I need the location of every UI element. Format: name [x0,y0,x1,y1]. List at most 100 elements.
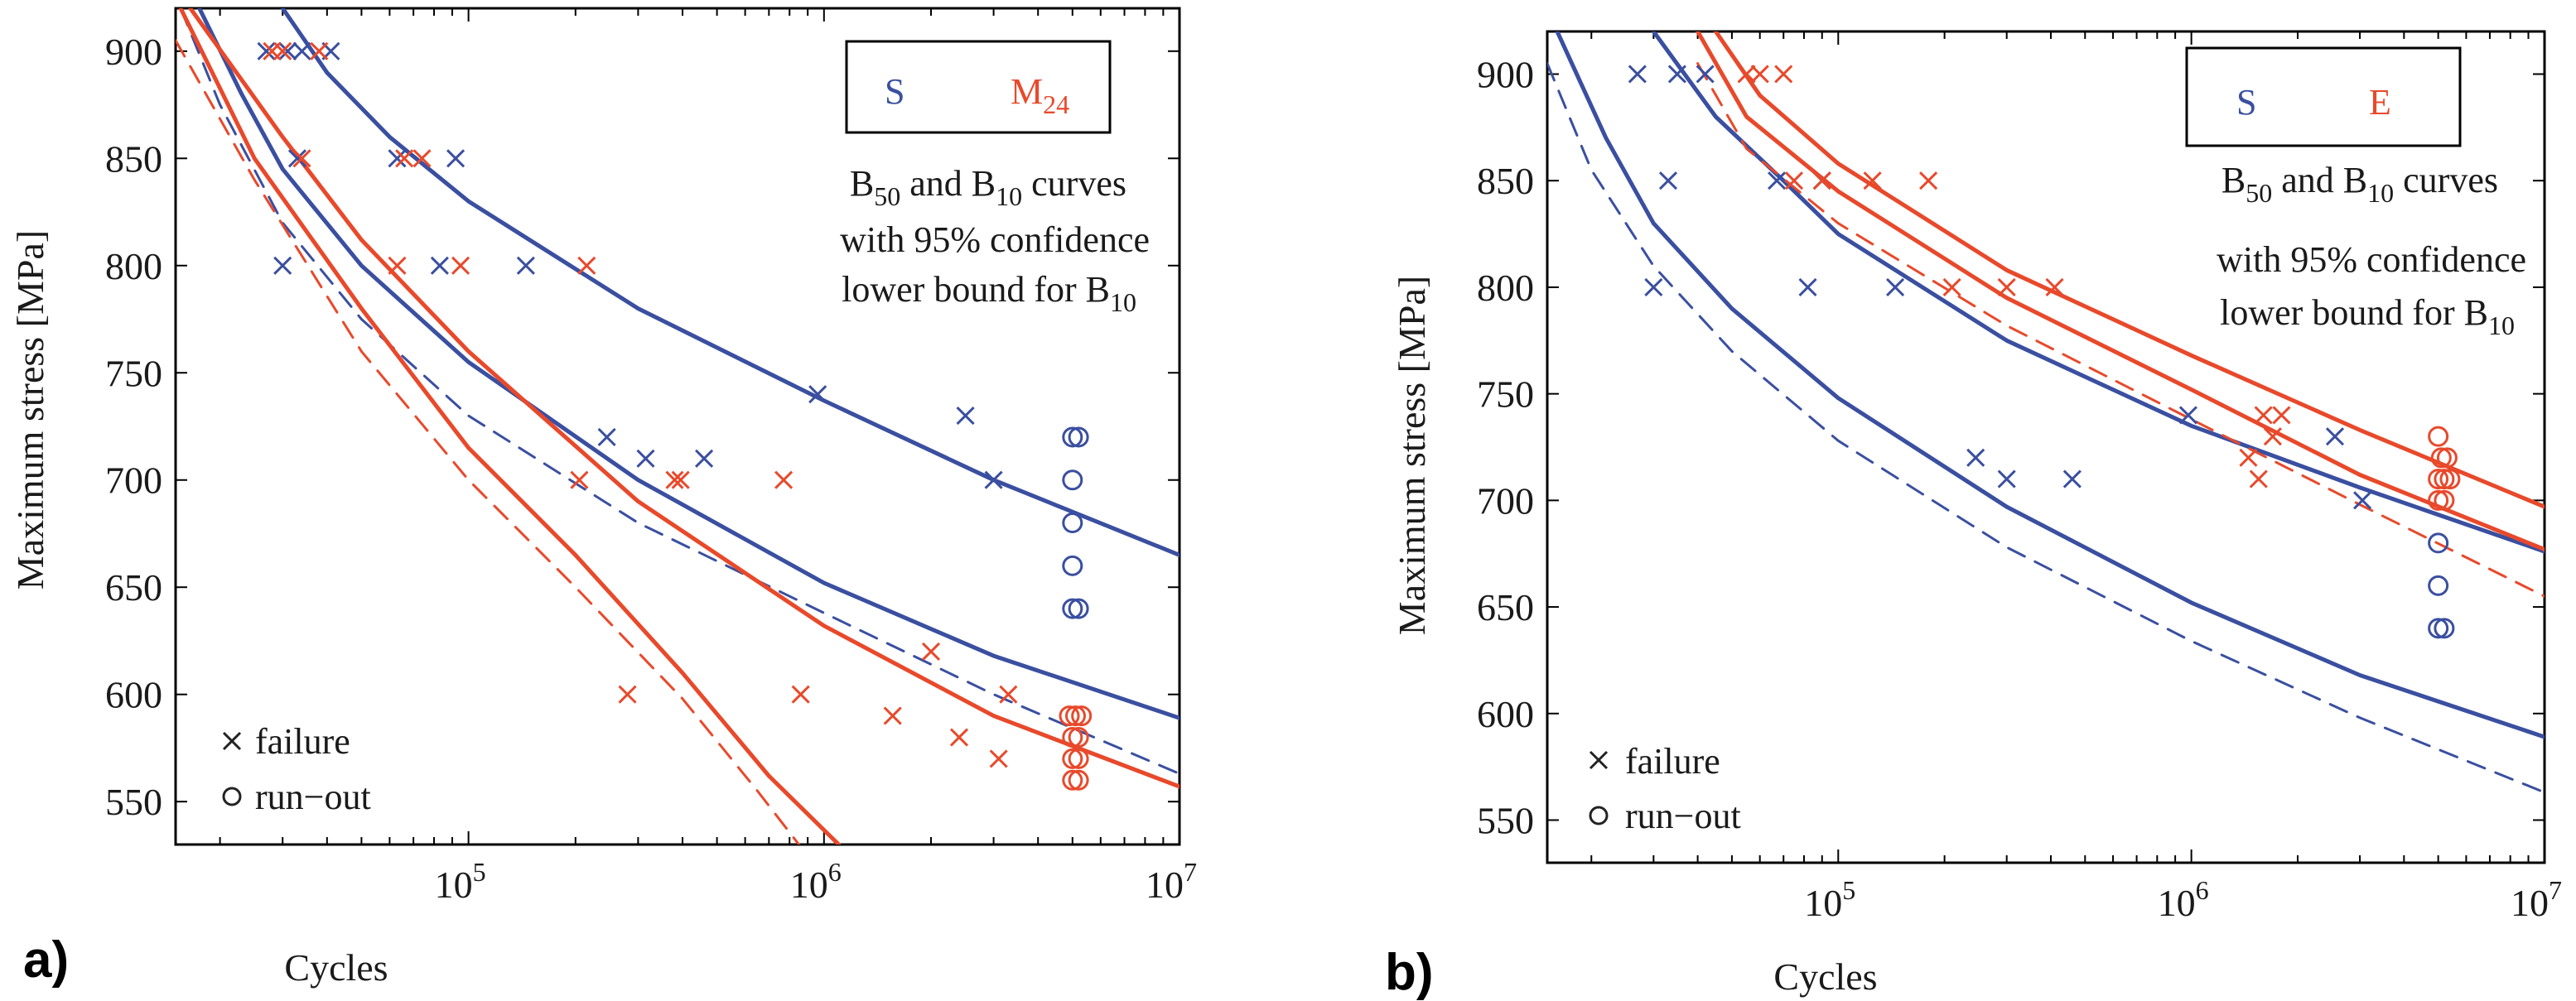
runout-marker-m24 [1068,748,1089,769]
legend-label-s: S [885,71,904,112]
failure-marker-s [1644,277,1663,296]
failure-marker-s [1798,277,1817,296]
annotation-b50-sub: 50 [2246,178,2272,208]
legend-box: S E [2185,46,2462,147]
runout-marker-m24 [1071,705,1093,727]
failure-marker-s [695,449,714,468]
annotation-lower-bound: lower bound for B [842,269,1110,310]
failure-marker-e [2263,427,2282,446]
runout-marker-e [2436,447,2458,469]
y-tick-label: 800 [105,245,162,287]
y-tick-labels: 550 600 650 700 750 800 850 900 [1477,53,1534,841]
panel-a: 550 600 650 700 750 800 850 900 105 106 107 Maxim… [9,7,1197,989]
marker-key: failure run−out [1589,741,1741,836]
failure-marker-m24 [388,256,407,275]
dashed-curve-s [1547,62,2545,794]
runout-key-icon [1589,806,1609,825]
solid-curve-m24 [188,8,1179,789]
runout-marker-e [2434,489,2455,511]
failure-marker-m24 [949,728,969,747]
dashed-curve-m24 [176,39,800,845]
runout-key-label: run−out [1625,796,1741,836]
failure-marker-s [430,256,449,275]
failure-marker-e [1774,65,1793,84]
runout-marker-s [1062,426,1083,448]
failure-marker-s [516,256,535,275]
plot-content [1547,31,2545,794]
annotation-line-3: lower bound for B10 [2220,292,2515,340]
annotation-and-b: and B [2272,160,2367,200]
failure-marker-s [1768,171,1787,190]
annotation-line-2: with 95% confidence [840,219,1150,260]
runout-marker-s [1068,598,1089,619]
y-tick-label: 850 [105,137,162,180]
y-tick-label: 900 [105,31,162,73]
solid-curve-s [1555,31,2545,739]
annotation-curves: curves [1022,163,1126,204]
y-tick-labels: 550 600 650 700 750 800 850 900 [105,31,162,823]
runout-marker-e [2434,469,2455,490]
failure-marker-m24 [999,685,1018,704]
annotation-b10-sub: 10 [2367,178,2394,208]
solid-curve-m24 [178,8,842,845]
failure-marker-e [1919,171,1938,190]
data-markers [1628,65,2461,639]
y-tick-label: 650 [105,566,162,609]
failure-marker-e [2249,469,2268,488]
annotation-line-2: with 95% confidence [2217,239,2526,280]
failure-marker-m24 [774,470,794,489]
runout-marker-e [2428,489,2449,511]
runout-marker-m24 [1062,769,1083,791]
failure-marker-e [1942,277,1961,296]
failure-marker-s [1628,65,1647,84]
axes-frame [1546,30,2546,864]
legend-label-m24: M24 [1011,71,1069,119]
failure-marker-e [1737,65,1756,84]
annotation-lower-bound: lower bound for B [2220,292,2488,333]
failure-marker-s [1966,448,1985,467]
failure-marker-s [1667,65,1686,84]
annotation-line-1: B50 and B10 curves [2221,160,2498,208]
failure-marker-m24 [451,256,470,275]
failure-marker-e [2254,406,2273,425]
annotation-b50-b: B [850,163,874,204]
legend-label-e: E [2369,82,2391,123]
x-tick-labels: 105 106 107 [1804,875,2562,924]
axes-frame [174,7,1181,846]
failure-marker-s [2325,427,2345,446]
runout-marker-s [2428,532,2449,554]
annotation-lower-bound-sub: 10 [2488,310,2515,340]
failure-marker-m24 [671,470,690,489]
y-axis-title: Maximum stress [MPa] [9,230,51,590]
marker-key: failure run−out [222,721,371,817]
failure-marker-s [597,427,616,447]
annotation-line-3: lower bound for B10 [842,269,1136,317]
failure-marker-m24 [577,256,596,275]
failure-marker-s [273,256,292,275]
solid-curve-e [1696,31,2545,552]
solid-curve-s [197,8,1179,720]
runout-marker-m24 [1059,705,1080,727]
failure-marker-s [292,41,311,60]
failure-marker-m24 [921,642,941,661]
panel-label: a) [23,931,69,989]
x-tick-label: 105 [1804,875,1855,924]
y-tick-label: 850 [1477,160,1534,202]
runout-marker-e [2439,469,2461,490]
y-tick-label: 750 [1477,373,1534,416]
tick-marks [1547,31,2545,863]
runout-marker-e [2428,469,2449,490]
x-tick-label: 106 [790,857,842,906]
runout-marker-s [1062,469,1083,491]
failure-marker-e [1750,65,1769,84]
failure-marker-m24 [292,149,311,168]
failure-key-icon [1589,750,1609,770]
failure-marker-s [2062,469,2082,488]
failure-key-label: failure [255,721,350,762]
runout-marker-m24 [1068,769,1089,791]
failure-marker-s [956,406,975,426]
runout-marker-m24 [1064,705,1086,727]
y-tick-label: 550 [105,781,162,823]
annotation-b50-sub: 50 [874,181,900,211]
runout-marker-s [2434,618,2455,639]
